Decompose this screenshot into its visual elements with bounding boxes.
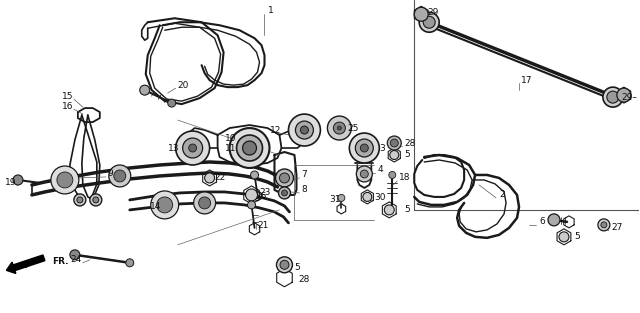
Circle shape [349, 133, 380, 163]
Text: 6: 6 [539, 218, 545, 226]
Circle shape [384, 205, 394, 215]
Circle shape [607, 91, 619, 103]
Circle shape [338, 194, 345, 202]
Circle shape [419, 12, 439, 32]
Circle shape [603, 87, 623, 107]
Circle shape [194, 192, 216, 214]
Circle shape [289, 114, 321, 146]
Text: 5: 5 [294, 263, 300, 272]
Circle shape [617, 88, 631, 102]
Circle shape [248, 201, 255, 209]
Text: 13: 13 [168, 144, 179, 152]
Text: 16: 16 [62, 102, 74, 110]
Circle shape [77, 197, 83, 203]
Circle shape [168, 99, 175, 107]
Circle shape [109, 165, 131, 187]
Text: 1: 1 [268, 6, 273, 15]
Text: 29–: 29– [622, 93, 637, 102]
Circle shape [51, 166, 79, 194]
FancyArrow shape [6, 255, 45, 274]
Circle shape [157, 197, 173, 213]
Circle shape [151, 191, 179, 219]
Circle shape [280, 173, 289, 183]
Circle shape [300, 126, 308, 134]
Circle shape [390, 151, 399, 160]
Text: 10: 10 [225, 134, 236, 142]
Circle shape [237, 135, 262, 161]
Circle shape [356, 166, 372, 182]
Circle shape [140, 85, 150, 95]
Circle shape [278, 187, 291, 199]
Text: 20: 20 [178, 81, 189, 90]
Text: 31: 31 [330, 195, 341, 204]
Circle shape [388, 172, 396, 178]
Text: 7: 7 [301, 171, 307, 179]
Text: 5: 5 [404, 205, 410, 214]
Circle shape [276, 257, 292, 273]
Text: 25: 25 [348, 124, 359, 132]
Circle shape [198, 197, 211, 209]
Text: 14: 14 [150, 203, 161, 211]
Circle shape [333, 122, 346, 134]
Circle shape [189, 144, 196, 152]
Circle shape [182, 138, 203, 158]
Circle shape [423, 16, 435, 28]
Circle shape [126, 259, 134, 267]
Text: 9: 9 [108, 169, 113, 178]
Circle shape [90, 194, 102, 206]
Circle shape [57, 172, 73, 188]
Circle shape [74, 194, 86, 206]
Text: 28: 28 [404, 139, 415, 147]
Text: 5: 5 [404, 150, 410, 158]
Text: 4: 4 [378, 166, 383, 174]
Circle shape [275, 169, 294, 187]
Circle shape [414, 7, 428, 21]
Text: 18: 18 [399, 173, 411, 182]
Text: 22: 22 [214, 173, 226, 182]
Text: 26: 26 [255, 192, 267, 202]
Circle shape [337, 126, 341, 130]
Circle shape [387, 136, 401, 150]
Circle shape [548, 214, 560, 226]
Circle shape [13, 175, 23, 185]
Text: 8: 8 [301, 185, 307, 194]
Circle shape [93, 197, 99, 203]
Circle shape [355, 139, 373, 157]
Circle shape [328, 116, 351, 140]
Circle shape [230, 128, 269, 168]
Text: 29: 29 [428, 8, 438, 17]
Circle shape [296, 121, 314, 139]
Circle shape [598, 219, 610, 231]
Circle shape [175, 131, 210, 165]
Circle shape [205, 173, 214, 183]
Text: 28: 28 [298, 275, 310, 284]
Circle shape [282, 190, 287, 196]
Circle shape [360, 170, 368, 178]
Circle shape [601, 222, 607, 228]
Circle shape [280, 260, 289, 269]
Text: 24: 24 [70, 255, 81, 264]
Text: 5: 5 [574, 232, 580, 241]
Text: 17: 17 [521, 76, 532, 85]
Circle shape [363, 192, 372, 202]
Text: 27: 27 [611, 223, 622, 232]
Text: 2: 2 [499, 190, 505, 199]
Text: 12: 12 [269, 126, 281, 135]
Text: 30: 30 [374, 193, 386, 203]
Text: 3: 3 [380, 144, 385, 152]
Text: 19: 19 [5, 178, 17, 187]
Text: FR.: FR. [52, 257, 68, 266]
Circle shape [360, 144, 368, 152]
Circle shape [390, 139, 398, 147]
Circle shape [243, 141, 257, 155]
Circle shape [559, 232, 569, 242]
Text: 11: 11 [225, 144, 236, 152]
Text: 23: 23 [259, 188, 271, 198]
Circle shape [70, 250, 80, 260]
Text: 15: 15 [62, 92, 74, 100]
Circle shape [246, 189, 257, 201]
Text: 21: 21 [257, 221, 269, 230]
Circle shape [250, 171, 259, 179]
Circle shape [114, 170, 126, 182]
